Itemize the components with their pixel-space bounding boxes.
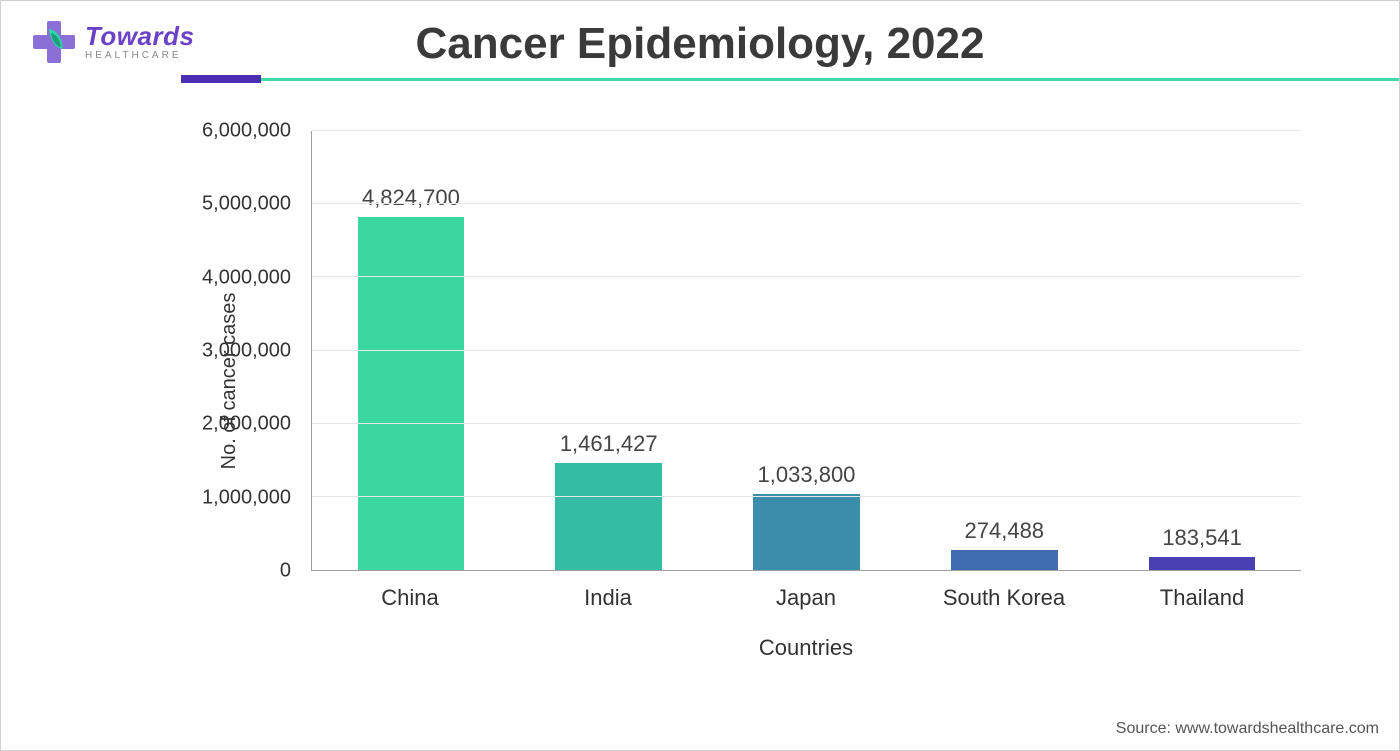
bar-value-label: 1,033,800 <box>758 462 856 488</box>
gridline <box>312 496 1301 497</box>
x-axis-label: Countries <box>311 635 1301 661</box>
gridline <box>312 423 1301 424</box>
y-tick-label: 4,000,000 <box>171 266 291 289</box>
bar-group: 4,824,700 <box>322 131 500 570</box>
y-tick-label: 3,000,000 <box>171 340 291 363</box>
bars-container: 4,824,700 1,461,427 1,033,800 274,488 183,54… <box>312 131 1301 570</box>
bar <box>951 550 1058 570</box>
x-labels: China India Japan South Korea Thailand <box>311 585 1301 611</box>
bar <box>753 494 860 570</box>
bar-value-label: 4,824,700 <box>362 185 460 211</box>
source-attribution: Source: www.towardshealthcare.com <box>1116 720 1379 738</box>
bar-group: 274,488 <box>915 131 1093 570</box>
brand-name: Towards <box>85 23 194 49</box>
x-category-label: South Korea <box>915 585 1093 611</box>
logo-cross-icon <box>31 19 77 65</box>
y-tick-label: 6,000,000 <box>171 120 291 143</box>
header: Towards HEALTHCARE Cancer Epidemiology, … <box>1 1 1399 81</box>
brand-subtitle: HEALTHCARE <box>85 51 194 61</box>
brand-logo: Towards HEALTHCARE <box>31 19 194 65</box>
bar-group: 1,461,427 <box>520 131 698 570</box>
chart-title: Cancer Epidemiology, 2022 <box>416 19 985 69</box>
bar <box>358 217 465 570</box>
bar-group: 1,033,800 <box>717 131 895 570</box>
y-ticks: 01,000,0002,000,0003,000,0004,000,0005,0… <box>201 131 301 571</box>
y-tick-label: 1,000,000 <box>171 486 291 509</box>
bar-value-label: 274,488 <box>965 518 1045 544</box>
bar-group: 183,541 <box>1113 131 1291 570</box>
bar <box>555 463 662 570</box>
gridline <box>312 350 1301 351</box>
x-category-label: Japan <box>717 585 895 611</box>
bar <box>1149 557 1256 570</box>
y-tick-label: 0 <box>171 560 291 583</box>
y-tick-label: 2,000,000 <box>171 413 291 436</box>
bar-value-label: 1,461,427 <box>560 431 658 457</box>
gridline <box>312 203 1301 204</box>
y-tick-label: 5,000,000 <box>171 193 291 216</box>
x-category-label: China <box>321 585 499 611</box>
title-divider <box>181 75 1399 85</box>
bar-value-label: 183,541 <box>1162 525 1242 551</box>
x-category-label: Thailand <box>1113 585 1291 611</box>
plot-area: 4,824,700 1,461,427 1,033,800 274,488 183,54… <box>311 131 1301 571</box>
x-category-label: India <box>519 585 697 611</box>
bar-chart: No. of cancer cases 01,000,0002,000,0003… <box>201 131 1301 631</box>
gridline <box>312 130 1301 131</box>
gridline <box>312 276 1301 277</box>
logo-text: Towards HEALTHCARE <box>85 23 194 61</box>
